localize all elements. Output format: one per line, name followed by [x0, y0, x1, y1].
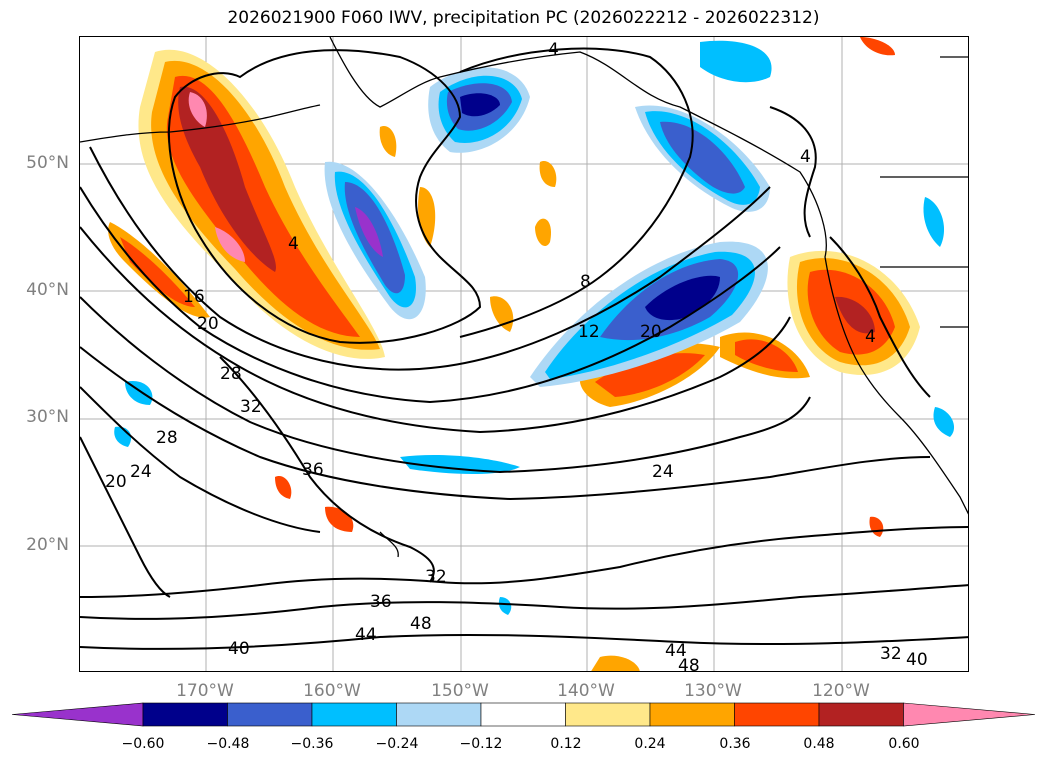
contour-label: 4 — [865, 327, 876, 347]
contour-label: 40 — [906, 650, 928, 670]
colorbar-extend-min — [11, 702, 144, 727]
contour-label: 32 — [880, 644, 902, 664]
contour-label: 36 — [370, 592, 392, 612]
lon-label: 170°W — [176, 681, 234, 701]
contour-label: 4 — [800, 147, 811, 167]
lat-label: 50°N — [26, 153, 69, 173]
lat-label: 40°N — [26, 280, 69, 300]
lon-label: 140°W — [557, 681, 615, 701]
contour-label: 24 — [652, 462, 674, 482]
colorbar-segment — [649, 702, 735, 727]
lon-label: 120°W — [812, 681, 870, 701]
contour-label: 4 — [548, 40, 559, 60]
contour-label: 40 — [228, 639, 250, 659]
contour-label: 12 — [578, 322, 600, 342]
contour-label: 24 — [130, 462, 152, 482]
colorbar-segment — [818, 702, 904, 727]
colorbar-tick: 0.12 — [550, 736, 582, 752]
iwv-contours — [80, 47, 968, 650]
contour-label: 32 — [425, 567, 447, 587]
colorbar-tick: 0.48 — [803, 736, 835, 752]
map-panel: 4 4 4 4 8 12 16 20 20 20 24 24 28 28 32 … — [79, 36, 969, 672]
lat-label: 30°N — [26, 407, 69, 427]
colorbar-segment — [311, 702, 397, 727]
contour-label: 32 — [240, 397, 262, 417]
contour-label: 20 — [640, 322, 662, 342]
contour-label: 36 — [302, 460, 324, 480]
colorbar-tick: −0.24 — [375, 736, 419, 752]
contour-label: 44 — [665, 641, 687, 661]
colorbar-tick: 0.60 — [888, 736, 920, 752]
contour-label: 28 — [156, 428, 178, 448]
colorbar-tick: −0.60 — [121, 736, 165, 752]
coastlines — [80, 37, 968, 558]
contour-label: 48 — [410, 614, 432, 634]
contour-label-group: 4 4 4 4 8 12 16 20 20 20 24 24 28 28 32 … — [105, 40, 928, 672]
contour-label: 28 — [220, 364, 242, 384]
colorbar — [11, 702, 1036, 727]
colorbar-tick: 0.24 — [634, 736, 666, 752]
colorbar-extend-max — [903, 702, 1036, 727]
negative-anomalies — [114, 40, 955, 615]
contour-label: 8 — [580, 272, 591, 292]
colorbar-tick: −0.48 — [206, 736, 250, 752]
colorbar-segment — [396, 702, 482, 727]
positive-anomalies — [108, 37, 920, 671]
lat-label: 20°N — [26, 535, 69, 555]
lon-label: 150°W — [431, 681, 489, 701]
colorbar-segment — [227, 702, 313, 727]
map-title: 2026021900 F060 IWV, precipitation PC (2… — [227, 8, 820, 28]
map-canvas: 4 4 4 4 8 12 16 20 20 20 24 24 28 28 32 … — [80, 37, 968, 672]
colorbar-tick: −0.12 — [459, 736, 503, 752]
contour-label: 48 — [678, 656, 700, 672]
colorbar-tick: −0.36 — [290, 736, 334, 752]
colorbar-segment — [142, 702, 228, 727]
colorbar-segment — [565, 702, 651, 727]
contour-label: 20 — [197, 314, 219, 334]
lon-label: 160°W — [303, 681, 361, 701]
contour-label: 16 — [183, 287, 205, 307]
contour-label: 20 — [105, 472, 127, 492]
contour-label: 44 — [355, 625, 377, 645]
contour-label: 4 — [288, 234, 299, 254]
colorbar-segment — [734, 702, 820, 727]
lon-label: 130°W — [684, 681, 742, 701]
colorbar-tick: 0.36 — [719, 736, 751, 752]
colorbar-segment — [480, 702, 566, 727]
